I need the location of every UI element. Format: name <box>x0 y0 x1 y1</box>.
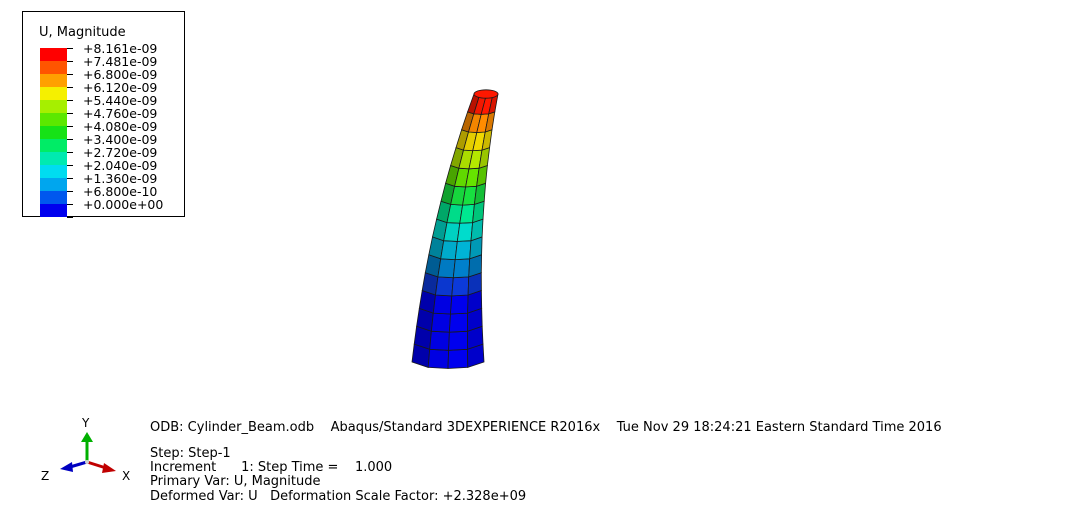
mesh-element <box>450 294 469 315</box>
legend-value-label: +0.000e+00 <box>83 197 164 212</box>
legend-value-label: +4.760e-09 <box>83 106 158 121</box>
mesh-element <box>448 312 469 333</box>
legend-swatch <box>40 48 67 61</box>
legend-swatch <box>40 126 67 139</box>
legend-tick <box>67 165 73 166</box>
legend-tick <box>67 139 73 140</box>
mesh-element <box>452 258 471 279</box>
legend-swatch <box>40 139 67 152</box>
legend-value-label: +7.481e-09 <box>83 54 158 69</box>
y-axis-label: Y <box>81 416 90 430</box>
legend-value-label: +4.080e-09 <box>83 119 158 134</box>
legend-value-label: +3.400e-09 <box>83 132 158 147</box>
mesh-element <box>430 312 451 333</box>
legend-value-label: +8.161e-09 <box>83 41 158 56</box>
legend-value-label: +2.720e-09 <box>83 145 158 160</box>
legend-swatch <box>40 61 67 74</box>
legend-tick <box>67 113 73 114</box>
legend-tick <box>67 87 73 88</box>
legend-title: U, Magnitude <box>39 25 126 40</box>
z-axis-label: Z <box>41 469 49 483</box>
legend-tick <box>67 204 73 205</box>
mesh-element <box>451 276 470 297</box>
odb-info-line: ODB: Cylinder_Beam.odb Abaqus/Standard 3… <box>150 420 942 435</box>
legend-swatch <box>40 204 67 217</box>
legend-value-label: +6.800e-10 <box>83 184 158 199</box>
contour-legend: U, Magnitude +8.161e-09 +7.481e-09 +6.800e… <box>22 11 185 218</box>
legend-tick <box>67 152 73 153</box>
legend-swatch <box>40 87 67 100</box>
legend-swatch <box>40 113 67 126</box>
legend-value-label: +6.800e-09 <box>83 67 158 82</box>
legend-tick <box>67 61 73 62</box>
mesh-element <box>427 348 450 369</box>
mesh-element <box>448 330 468 351</box>
legend-swatch <box>40 100 67 113</box>
legend-tick <box>67 48 73 49</box>
mesh-element <box>437 258 456 279</box>
coordinate-triad: Y X Z <box>41 416 130 483</box>
legend-swatch <box>40 152 67 165</box>
y-axis-arrow-icon <box>81 432 93 462</box>
mesh-element <box>429 330 450 351</box>
mesh-element <box>440 240 458 261</box>
step-line: Step: Step-1 <box>150 446 231 461</box>
legend-value-label: +5.440e-09 <box>83 93 158 108</box>
legend-swatch <box>40 74 67 87</box>
legend-tick <box>67 178 73 179</box>
legend-swatch <box>40 165 67 178</box>
legend-swatch <box>40 191 67 204</box>
mesh-element <box>447 348 469 369</box>
legend-value-label: +6.120e-09 <box>83 80 158 95</box>
x-axis-arrow-icon <box>86 460 116 473</box>
legend-tick <box>67 126 73 127</box>
mesh-element <box>435 276 454 297</box>
legend-tick <box>67 100 73 101</box>
legend-value-label: +2.040e-09 <box>83 158 158 173</box>
deformed-var-line: Deformed Var: U Deformation Scale Factor… <box>150 489 527 504</box>
legend-value-label: +1.360e-09 <box>83 171 158 186</box>
mesh-element <box>454 240 472 261</box>
x-axis-label: X <box>122 469 130 483</box>
mesh-top-cap <box>473 89 499 99</box>
legend-tick <box>67 191 73 192</box>
mesh-element <box>456 222 474 242</box>
primary-var-line: Primary Var: U, Magnitude <box>150 474 321 489</box>
legend-tick <box>67 217 73 218</box>
triad-origin <box>85 460 89 464</box>
increment-line: Increment 1: Step Time = 1.000 <box>150 460 393 475</box>
mesh-element <box>459 203 475 224</box>
model-viewport[interactable] <box>380 80 520 380</box>
legend-swatch <box>40 178 67 191</box>
z-axis-arrow-icon <box>60 460 88 472</box>
legend-tick <box>67 74 73 75</box>
mesh-element <box>432 294 453 315</box>
